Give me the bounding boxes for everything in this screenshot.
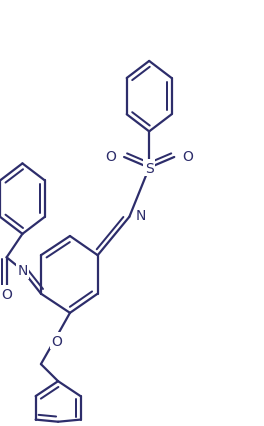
Text: O: O: [182, 150, 193, 164]
Text: O: O: [51, 334, 62, 348]
Text: O: O: [105, 150, 116, 164]
Text: N: N: [17, 264, 28, 277]
Text: S: S: [145, 161, 154, 175]
Text: N: N: [136, 208, 147, 222]
Text: O: O: [1, 287, 12, 301]
